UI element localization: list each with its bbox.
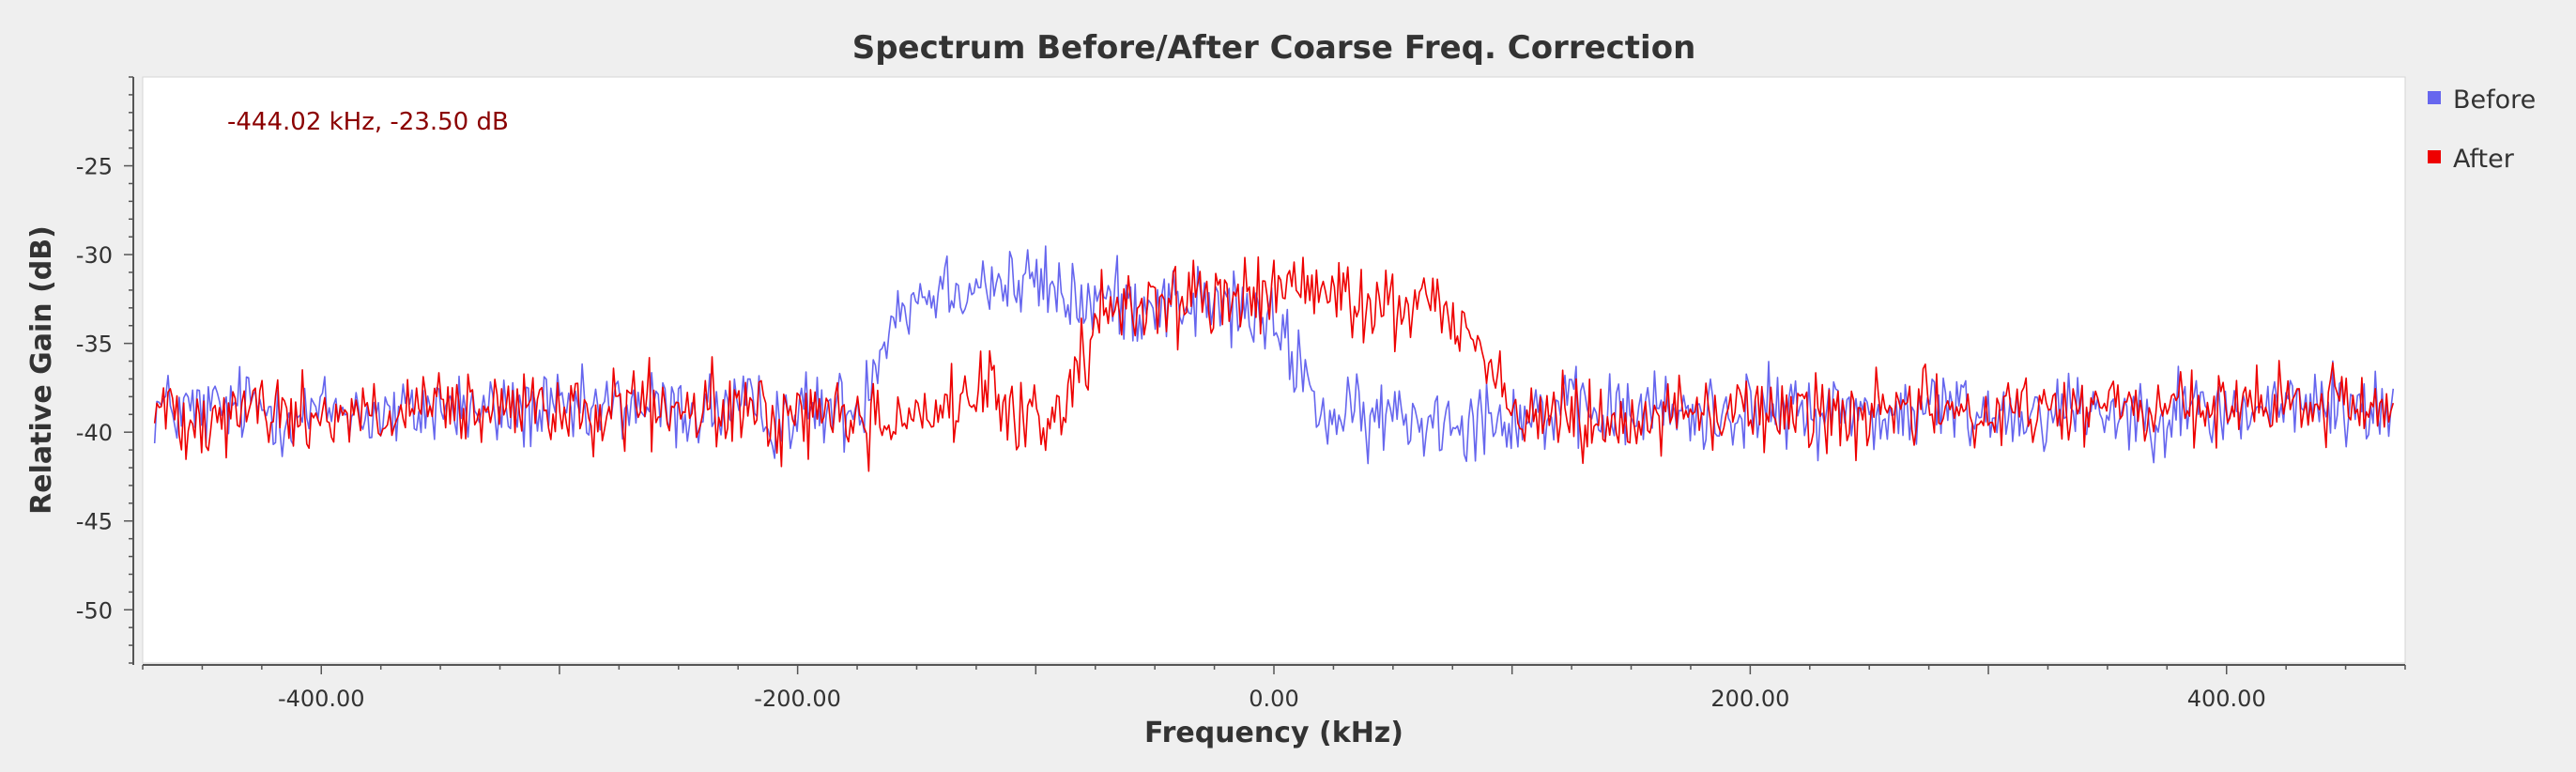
x-tick-label: 0.00 (1249, 686, 1298, 712)
x-tick-label: 200.00 (1710, 686, 1789, 712)
legend-swatch-after[interactable] (2428, 150, 2441, 163)
y-tick-label: -45 (76, 509, 113, 535)
y-axis-title: Relative Gain (dB) (25, 225, 58, 515)
x-axis-title: Frequency (kHz) (1144, 717, 1403, 749)
series-line-before (153, 245, 2395, 465)
y-tick-label: -50 (76, 597, 113, 624)
y-axis: -25 -30 -35 -40 -45 -50 (76, 76, 134, 665)
legend-label-after[interactable]: After (2453, 145, 2515, 174)
x-tick-label: 400.00 (2187, 686, 2266, 712)
y-tick-label: -35 (76, 332, 113, 358)
legend-swatch-before[interactable] (2428, 91, 2441, 104)
chart-title: Spectrum Before/After Coarse Freq. Corre… (852, 29, 1696, 67)
x-axis: -400.00 -200.00 0.00 200.00 400.00 (142, 664, 2406, 712)
legend-label-before[interactable]: Before (2453, 85, 2536, 115)
y-tick-label: -40 (76, 420, 113, 446)
y-tick-label: -25 (76, 154, 113, 180)
trace-layer (153, 245, 2395, 472)
x-tick-label: -400.00 (278, 686, 365, 712)
legend: Before After (2428, 85, 2536, 174)
cursor-readout: -444.02 kHz, -23.50 dB (227, 108, 509, 136)
series-line-after (153, 255, 2395, 472)
x-tick-label: -200.00 (754, 686, 841, 712)
y-tick-label: -30 (76, 242, 113, 269)
plot-canvas[interactable] (142, 76, 2406, 664)
